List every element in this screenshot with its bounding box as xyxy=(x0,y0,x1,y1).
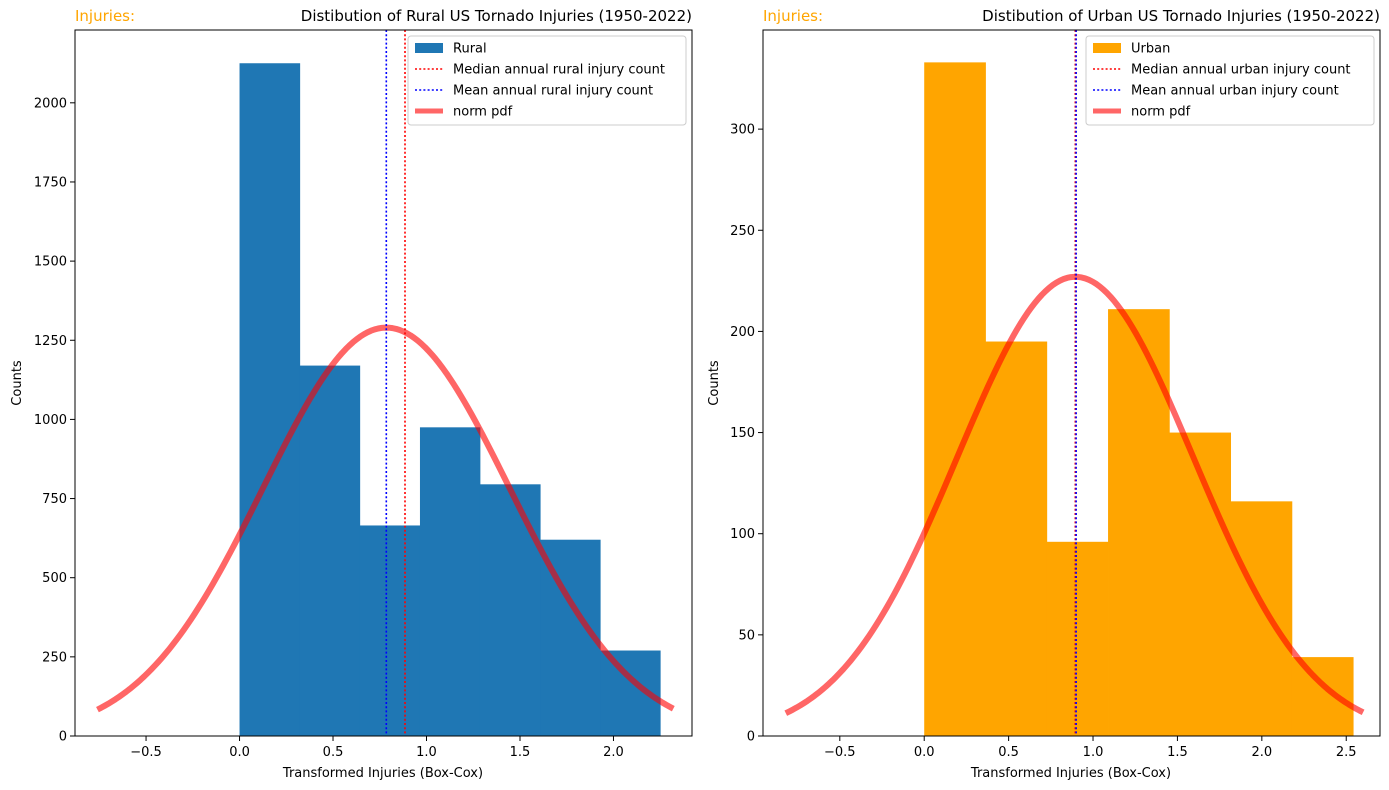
urban-bar-1 xyxy=(985,341,1048,736)
urban-y-tick-label: 250 xyxy=(730,224,755,239)
rural-norm-pdf-curve xyxy=(96,324,675,713)
rural-legend-label: norm pdf xyxy=(453,105,513,120)
urban-chart-panel: −0.5 0.0 0.5 1.0 1.5 2.0 2.5 0 50 100 150 200 250 300… xyxy=(707,7,1381,781)
urban-legend-label: Median annual urban injury count xyxy=(1131,63,1351,78)
rural-bar-2 xyxy=(359,525,421,736)
urban-y-tick-label: 0 xyxy=(747,730,755,745)
rural-bars xyxy=(239,63,661,737)
rural-bar-1 xyxy=(299,365,361,736)
urban-bar-5 xyxy=(1230,501,1293,736)
rural-vlines xyxy=(385,30,406,736)
urban-corner-label: Injuries: xyxy=(763,7,823,25)
urban-pdf xyxy=(784,273,1365,716)
rural-y-tick-label: 750 xyxy=(42,492,67,507)
urban-x-tick-label: 0.5 xyxy=(998,745,1019,760)
rural-legend-swatch xyxy=(415,43,443,53)
rural-x-tick-label: 1.5 xyxy=(510,745,531,760)
rural-y-tick-label: 1500 xyxy=(34,255,67,270)
rural-bar-0 xyxy=(239,63,301,737)
urban-legend-swatch xyxy=(1093,43,1121,53)
rural-chart-title: Distibution of Rural US Tornado Injuries… xyxy=(301,7,692,25)
urban-legend-label: norm pdf xyxy=(1131,105,1191,120)
urban-bars xyxy=(924,62,1354,736)
rural-pdf xyxy=(96,324,675,713)
urban-bar-6 xyxy=(1291,657,1354,736)
rural-x-tick-label: −0.5 xyxy=(130,745,162,760)
rural-axes-frame xyxy=(74,29,693,737)
rural-x-tick-label: 2.0 xyxy=(603,745,624,760)
urban-x-tick-label: 2.5 xyxy=(1336,745,1357,760)
urban-x-tick-label: 1.5 xyxy=(1167,745,1188,760)
rural-y-tick-label: 1750 xyxy=(34,175,67,190)
urban-bar-3 xyxy=(1108,309,1170,736)
rural-corner-label: Injuries: xyxy=(75,7,135,25)
urban-y-tick-label: 200 xyxy=(730,325,755,340)
rural-x-tick-label: 0.0 xyxy=(229,745,250,760)
rural-x-tick-label: 1.0 xyxy=(416,745,437,760)
urban-y-axis-label: Counts xyxy=(707,360,722,406)
rural-legend-label: Mean annual rural injury count xyxy=(453,84,653,99)
rural-legend-box xyxy=(407,35,687,126)
urban-bar-4 xyxy=(1169,432,1232,736)
rural-y-tick-label: 500 xyxy=(42,571,67,586)
rural-y-axis-label: Counts xyxy=(10,360,25,406)
urban-x-tick-label: 1.0 xyxy=(1083,745,1104,760)
rural-x-tick-label: 0.5 xyxy=(323,745,344,760)
urban-chart-title: Distibution of Urban US Tornado Injuries… xyxy=(982,7,1380,25)
urban-legend-box xyxy=(1085,35,1375,126)
urban-legend-label: Urban xyxy=(1131,42,1170,57)
urban-x-tick-label: −0.5 xyxy=(824,745,856,760)
rural-bar-4 xyxy=(479,484,541,736)
rural-bar-3 xyxy=(419,427,481,736)
urban-axes: −0.5 0.0 0.5 1.0 1.5 2.0 2.5 0 50 100 150 200 250 300 xyxy=(730,29,1381,760)
rural-y-tick-label: 1000 xyxy=(34,413,67,428)
urban-y-tick-label: 150 xyxy=(730,426,755,441)
urban-axes-frame xyxy=(762,29,1381,737)
urban-bar-0 xyxy=(924,62,986,736)
rural-y-tick-label: 0 xyxy=(59,730,67,745)
urban-y-tick-label: 100 xyxy=(730,527,755,542)
rural-legend-label: Median annual rural injury count xyxy=(453,63,665,78)
urban-norm-pdf-curve xyxy=(784,273,1365,716)
urban-x-axis-label: Transformed Injuries (Box-Cox) xyxy=(970,766,1171,781)
urban-bar-2 xyxy=(1046,541,1109,736)
urban-x-tick-label: 0.0 xyxy=(914,745,935,760)
rural-y-tick-label: 1250 xyxy=(34,334,67,349)
rural-x-axis-label: Transformed Injuries (Box-Cox) xyxy=(282,766,483,781)
rural-y-tick-label: 250 xyxy=(42,650,67,665)
urban-legend-label: Mean annual urban injury count xyxy=(1131,84,1339,99)
urban-legend: Urban Median annual urban injury count Mea… xyxy=(1085,35,1375,126)
urban-x-tick-label: 2.0 xyxy=(1251,745,1272,760)
rural-legend: Rural Median annual rural injury count Mea… xyxy=(407,35,687,126)
urban-y-tick-label: 50 xyxy=(738,628,755,643)
rural-legend-label: Rural xyxy=(453,42,487,57)
rural-chart-panel: −0.5 0.0 0.5 1.0 1.5 2.0 0 250 500 750 1000 1250 150… xyxy=(10,7,693,781)
urban-y-tick-label: 300 xyxy=(730,123,755,138)
rural-axes: −0.5 0.0 0.5 1.0 1.5 2.0 0 250 500 750 1000 1250 150… xyxy=(34,29,693,760)
rural-y-tick-label: 2000 xyxy=(34,96,67,111)
urban-vlines xyxy=(1074,30,1077,736)
